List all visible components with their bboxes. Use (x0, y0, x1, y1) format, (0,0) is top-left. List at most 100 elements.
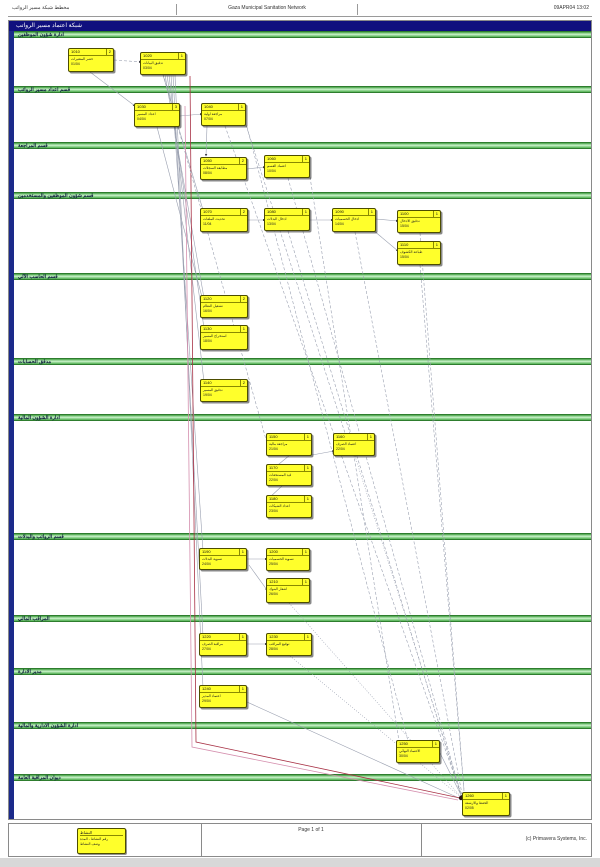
activity-id: 1240 (202, 686, 211, 691)
activity-description: اعتماد القسم 10/04 (267, 164, 286, 173)
activity-duration: 1 (303, 434, 309, 440)
activity-id: 1170 (269, 465, 278, 470)
activity-box-1110[interactable]: 1110 1 طباعة الكشوف 15/04 (397, 241, 441, 265)
activity-header: 1050 2 (201, 158, 246, 165)
activity-header: 1030 3 (135, 104, 179, 111)
activity-description: تحديث الملفات 11/04 (203, 217, 225, 226)
activity-duration: 1 (237, 104, 243, 110)
activity-box-1040[interactable]: 1040 1 مراجعة اولية 07/04 (201, 103, 246, 126)
activity-description: اعتماد المدير 29/04 (202, 694, 221, 703)
activity-id: 1110 (400, 242, 409, 247)
activity-box-1200[interactable]: 1200 1 تسوية الحسميات 25/04 (266, 548, 310, 571)
header-divider (357, 4, 358, 15)
activity-header: 1250 1 (397, 741, 439, 748)
activity-duration: 1 (366, 434, 372, 440)
activity-box-1130[interactable]: 1130 1 استخراج المسير 18/04 (200, 325, 248, 350)
activity-box-1140[interactable]: 1140 2 تدقيق المسير 19/04 (200, 379, 248, 402)
activity-id: 1230 (269, 634, 278, 639)
activity-header: 1040 1 (202, 104, 245, 111)
activity-header: 1200 1 (267, 549, 309, 556)
activity-box-1260[interactable]: 1260 1 الحفظ والارشفة 02/05 (462, 792, 510, 816)
activity-header: 1190 1 (200, 549, 246, 556)
activity-id: 1190 (202, 549, 211, 554)
activity-duration: 1 (238, 634, 244, 640)
activity-description: مراجعة اولية 07/04 (204, 112, 223, 121)
swimlane-label: ادارة شؤون الموظفين (18, 32, 64, 38)
activity-id: 1260 (465, 793, 474, 798)
activity-duration: 1 (303, 496, 309, 502)
activity-box-1150[interactable]: 1150 1 مراجعة مالية 21/04 (266, 433, 312, 456)
activity-box-1090[interactable]: 1090 1 ادخال الحسميات 14/04 (332, 208, 376, 232)
activity-duration: 2 (239, 296, 245, 302)
activity-box-1010[interactable]: 1010 2 حصر المتغيرات 01/04 (68, 48, 114, 72)
activity-box-1170[interactable]: 1170 1 قيد المستحقات 22/04 (266, 464, 312, 486)
activity-description: تدقيق البيانات 03/04 (143, 61, 163, 70)
header-left-title: مخطط شبكة مسير الرواتب (12, 5, 70, 11)
activity-duration: 1 (238, 686, 244, 692)
activity-header: 1120 2 (201, 296, 247, 303)
activity-description: الاعتماد النهائي 30/04 (399, 749, 421, 758)
activity-description: حصر المتغيرات 01/04 (71, 57, 94, 66)
activity-header: 1080 1 (265, 209, 309, 216)
activity-header: 1060 1 (265, 156, 309, 163)
activity-box-1060[interactable]: 1060 1 اعتماد القسم 10/04 (264, 155, 310, 178)
frame-left-accent-bar (9, 21, 14, 819)
activity-box-1030[interactable]: 1030 3 اعداد المسير 04/04 (134, 103, 180, 127)
activity-box-1250[interactable]: 1250 1 الاعتماد النهائي 30/04 (396, 740, 440, 763)
activity-box-1120[interactable]: 1120 2 تشغيل النظام 16/04 (200, 295, 248, 318)
legend-title: النشاط (80, 830, 123, 836)
header-datetime: 09APR04 13:02 (553, 5, 589, 11)
activity-box-1240[interactable]: 1240 1 اعتماد المدير 29/04 (199, 685, 247, 708)
activity-description: ادخال الحسميات 14/04 (335, 217, 360, 226)
page-number: Page 1 of 1 (298, 827, 324, 833)
activity-box-1070[interactable]: 1070 2 تحديث الملفات 11/04 (200, 208, 248, 232)
activity-id: 1250 (399, 741, 408, 746)
activity-header: 1240 1 (200, 686, 246, 693)
activity-header: 1230 1 (267, 634, 311, 641)
swimlane-label: المراقب المالي (18, 616, 50, 622)
activity-description: تدقيق الادخال 15/04 (400, 219, 420, 228)
activity-box-1160[interactable]: 1160 1 اعتماد الصرف 22/04 (333, 433, 375, 456)
activity-header: 1180 1 (267, 496, 311, 503)
activity-description: اعتماد الصرف 22/04 (336, 442, 357, 451)
footer-divider (201, 824, 202, 856)
activity-id: 1160 (336, 434, 345, 439)
header-project-title: Gaza Municipal Sanitation Network (228, 5, 306, 11)
activity-id: 1200 (269, 549, 278, 554)
activity-duration: 1 (367, 209, 373, 215)
swimlane-label: ادارة الشؤون المالية (18, 415, 60, 421)
activity-id: 1180 (269, 496, 278, 501)
activity-duration: 2 (239, 380, 245, 386)
activity-box-1080[interactable]: 1080 1 ادخال البدلات 13/04 (264, 208, 310, 231)
activity-id: 1130 (203, 326, 212, 331)
activity-duration: 1 (501, 793, 507, 799)
activity-description: تسوية البدلات 24/04 (202, 557, 222, 566)
activity-id: 1220 (202, 634, 211, 639)
activity-header: 1170 1 (267, 465, 311, 472)
activity-box-1230[interactable]: 1230 1 توقيع المراقب 28/04 (266, 633, 312, 656)
activity-header: 1150 1 (267, 434, 311, 441)
activity-box-1180[interactable]: 1180 1 اعداد الشيكات 23/04 (266, 495, 312, 518)
activity-header: 1220 1 (200, 634, 246, 641)
activity-description: تشغيل النظام 16/04 (203, 304, 223, 313)
activity-box-1050[interactable]: 1050 2 مطابقة السجلات 08/04 (200, 157, 247, 180)
activity-box-1020[interactable]: 1020 1 تدقيق البيانات 03/04 (140, 52, 186, 75)
swimlane-label: قسم المراجعة (18, 143, 48, 149)
activity-box-1210[interactable]: 1210 1 اشعار البنوك 26/04 (266, 578, 310, 603)
activity-id: 1150 (269, 434, 278, 439)
activity-header: 1070 2 (201, 209, 247, 216)
activity-duration: 1 (301, 549, 307, 555)
activity-description: مراقبة الصرف 27/04 (202, 642, 223, 651)
activity-id: 1090 (335, 209, 344, 214)
activity-id: 1070 (203, 209, 212, 214)
activity-duration: 1 (432, 211, 438, 217)
activity-box-1190[interactable]: 1190 1 تسوية البدلات 24/04 (199, 548, 247, 570)
activity-header: 1140 2 (201, 380, 247, 387)
activity-id: 1060 (267, 156, 276, 161)
activity-box-1100[interactable]: 1100 1 تدقيق الادخال 15/04 (397, 210, 441, 233)
activity-duration: 1 (177, 53, 183, 59)
activity-duration: 1 (432, 242, 438, 248)
activity-box-1220[interactable]: 1220 1 مراقبة الصرف 27/04 (199, 633, 247, 656)
